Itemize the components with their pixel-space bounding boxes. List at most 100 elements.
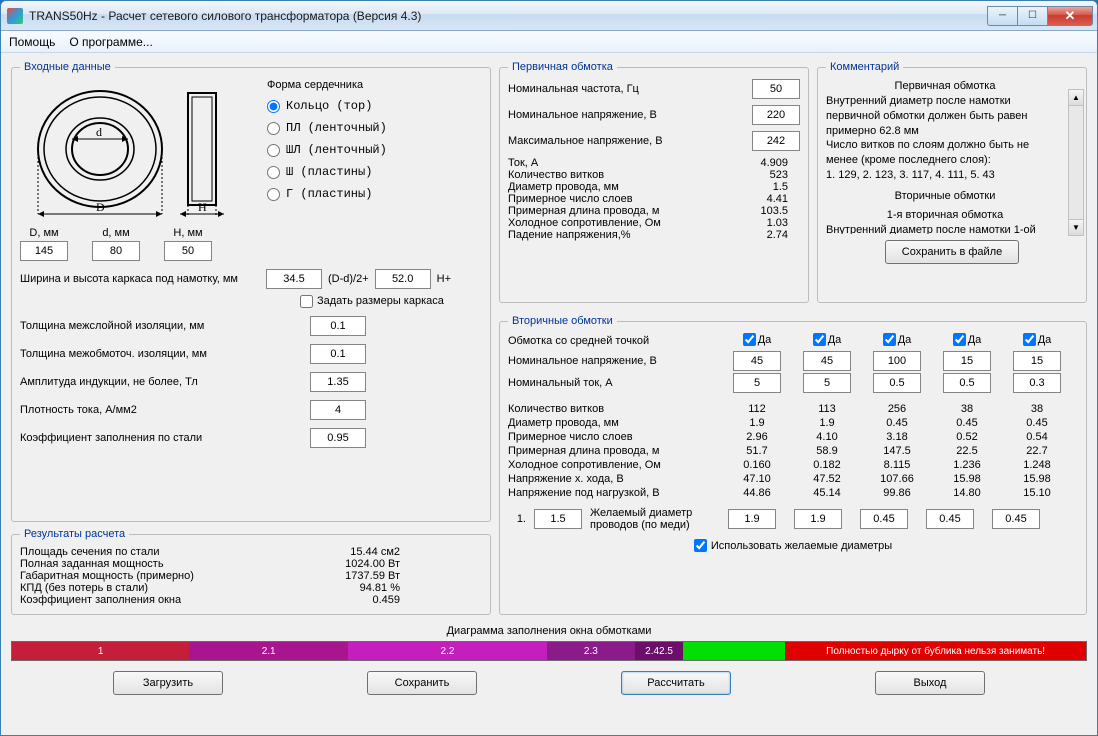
sec-out-value: 99.86 [866,487,928,499]
result-label: Площадь сечения по стали [20,546,280,558]
desired-diameter-input[interactable] [728,509,776,529]
frame-w-input[interactable] [266,269,322,289]
save-comment-button[interactable]: Сохранить в файле [885,240,1019,264]
desired-diameter-input[interactable] [992,509,1040,529]
exit-button[interactable]: Выход [875,671,985,695]
radio-sh-label[interactable]: Ш (пластины) [286,165,372,179]
primary-out-value: 103.5 [728,205,788,217]
d-input[interactable] [92,241,140,261]
svg-text:d: d [96,125,102,139]
sec-out-value: 0.45 [936,417,998,429]
set-frame-label[interactable]: Задать размеры каркаса [317,295,444,307]
fill-diagram-bar: 12.12.22.32.42.5Полностью дырку от бубли… [11,641,1087,661]
radio-shl-label[interactable]: ШЛ (ленточный) [286,143,387,157]
D-input[interactable] [20,241,68,261]
sec-voltage-input[interactable] [733,351,781,371]
sec-voltage-input[interactable] [943,351,991,371]
interwinding-input[interactable] [310,344,366,364]
app-window: TRANS50Hz - Расчет сетевого силового тра… [0,0,1098,736]
sec-row-label: Обмотка со средней точкой [508,335,718,347]
save-button[interactable]: Сохранить [367,671,477,695]
steel-fill-label: Коэффициент заполнения по стали [20,432,310,444]
menubar: Помощь О программе... [1,31,1097,53]
maximize-button[interactable]: ☐ [1017,6,1047,26]
max-voltage-input[interactable] [752,131,800,151]
sec-out-value: 0.182 [796,459,858,471]
menu-about[interactable]: О программе... [69,35,152,49]
desired-diameter-input[interactable] [860,509,908,529]
sec-voltage-input[interactable] [1013,351,1061,371]
sec-current-input[interactable] [733,373,781,393]
primary-out-label: Примерная длина провода, м [508,205,728,217]
use-desired-label[interactable]: Использовать желаемые диаметры [711,540,892,552]
sec-row-label: Холодное сопротивление, Ом [508,459,718,471]
sec-out-value: 112 [726,403,788,415]
comment-legend: Комментарий [826,61,903,73]
sec-voltage-input[interactable] [803,351,851,371]
sec-current-input[interactable] [943,373,991,393]
radio-sh[interactable] [267,166,280,179]
midpoint-checkbox[interactable] [883,333,896,346]
radio-shl[interactable] [267,144,280,157]
menu-help[interactable]: Помощь [9,35,55,49]
interwinding-label: Толщина межобмоточ. изоляции, мм [20,348,310,360]
sec-out-value: 58.9 [796,445,858,457]
primary-legend: Первичная обмотка [508,61,617,73]
results-legend: Результаты расчета [20,528,129,540]
sec-current-input[interactable] [1013,373,1061,393]
midpoint-checkbox[interactable] [813,333,826,346]
max-voltage-label: Максимальное напряжение, В [508,135,752,147]
steel-fill-input[interactable] [310,428,366,448]
interlayer-input[interactable] [310,316,366,336]
induction-input[interactable] [310,372,366,392]
desired-diameter-input[interactable] [926,509,974,529]
sec-row-label: Номинальное напряжение, В [508,355,718,367]
set-frame-checkbox[interactable] [300,295,313,308]
voltage-input[interactable] [752,105,800,125]
sec-out-value: 47.10 [726,473,788,485]
radio-pl-label[interactable]: ПЛ (ленточный) [286,121,387,135]
radio-g[interactable] [267,188,280,201]
radio-ring[interactable] [267,100,280,113]
result-value: 15.44 см2 [280,546,400,558]
desired-diameter-input[interactable] [794,509,842,529]
midpoint-checkbox[interactable] [1023,333,1036,346]
d-label: d, мм [102,227,129,239]
freq-input[interactable] [752,79,800,99]
sec-out-value: 38 [1006,403,1068,415]
D-label: D, мм [29,227,58,239]
H-input[interactable] [164,241,212,261]
sec-out-value: 1.248 [1006,459,1068,471]
frame-h-input[interactable] [375,269,431,289]
midpoint-checkbox[interactable] [743,333,756,346]
midpoint-checkbox[interactable] [953,333,966,346]
sec-current-input[interactable] [803,373,851,393]
close-button[interactable]: ✕ [1047,6,1093,26]
radio-pl[interactable] [267,122,280,135]
sec-voltage-input[interactable] [873,351,921,371]
minimize-button[interactable]: ─ [987,6,1017,26]
use-desired-checkbox[interactable] [694,539,707,552]
sec-row-label: Напряжение под нагрузкой, В [508,487,718,499]
scroll-down-icon[interactable]: ▼ [1069,219,1083,235]
result-value: 0.459 [280,594,400,606]
primary-out-label: Падение напряжения,% [508,229,728,241]
sec-out-value: 45.14 [796,487,858,499]
current-density-input[interactable] [310,400,366,420]
result-label: Полная заданная мощность [20,558,280,570]
sec-out-value: 15.10 [1006,487,1068,499]
sec-out-value: 22.5 [936,445,998,457]
fill-segment: 2.1 [189,642,348,660]
calc-button[interactable]: Рассчитать [621,671,731,695]
comment-scrollbar[interactable]: ▲ ▼ [1068,89,1084,236]
primary-out-value: 1.03 [728,217,788,229]
sec-current-input[interactable] [873,373,921,393]
load-button[interactable]: Загрузить [113,671,223,695]
radio-g-label[interactable]: Г (пластины) [286,187,372,201]
sec-out-value: 22.7 [1006,445,1068,457]
sec-out-value: 8.115 [866,459,928,471]
scroll-up-icon[interactable]: ▲ [1069,90,1083,106]
desired-first-input[interactable] [534,509,582,529]
radio-ring-label[interactable]: Кольцо (тор) [286,99,372,113]
result-value: 94.81 % [280,582,400,594]
